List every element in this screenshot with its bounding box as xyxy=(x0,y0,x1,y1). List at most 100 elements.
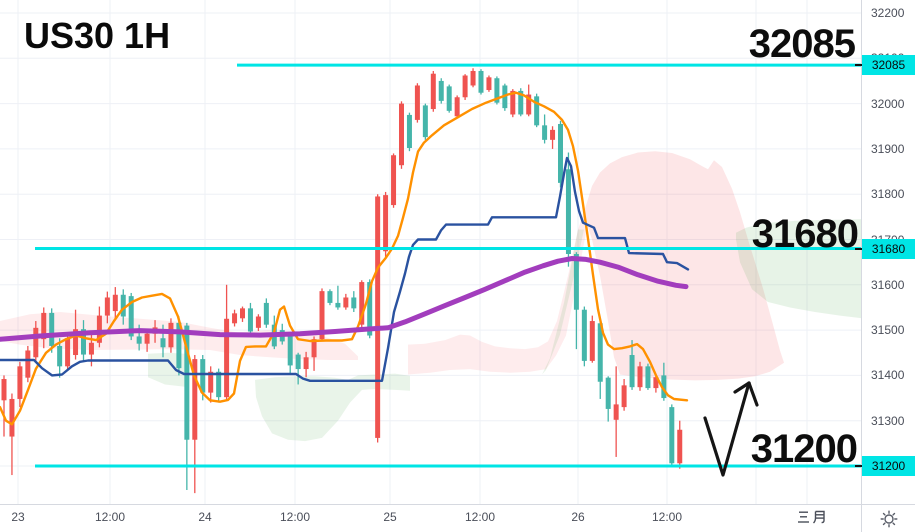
candle-down xyxy=(184,325,190,440)
candle-down xyxy=(295,354,301,370)
kijun-line xyxy=(0,156,690,382)
candle-down xyxy=(367,282,373,336)
candle-down xyxy=(422,105,428,138)
candle-up xyxy=(73,329,79,356)
price-axis[interactable]: 3220032100320003190031800317003160031500… xyxy=(855,0,915,532)
annotation-level-31680[interactable]: 31680 xyxy=(751,212,859,256)
candle-down xyxy=(629,355,635,388)
candle-up xyxy=(17,366,23,399)
candle-down xyxy=(160,338,166,348)
candle-down xyxy=(57,345,63,367)
candle-up xyxy=(677,429,683,464)
candle-up xyxy=(399,103,404,166)
candle-down xyxy=(49,312,55,346)
candle-up xyxy=(208,371,214,393)
candle-up xyxy=(33,327,39,358)
candle-down xyxy=(518,90,524,115)
candle-down xyxy=(558,123,563,183)
candle-up xyxy=(375,196,381,438)
candle-up xyxy=(96,315,102,343)
candle-down xyxy=(494,78,500,103)
candle-up xyxy=(240,308,245,319)
candle-down xyxy=(645,366,651,389)
annotation-support-31200[interactable]: 31200 xyxy=(750,427,858,471)
candle-up xyxy=(653,377,659,389)
candle-up xyxy=(414,85,420,120)
candle-down xyxy=(263,302,269,325)
candle-down xyxy=(128,296,134,337)
candle-up xyxy=(391,155,397,206)
candle-down xyxy=(573,253,579,310)
time-axis[interactable]: 23 12:00 24 12:00 25 12:00 26 12:00 xyxy=(0,504,862,532)
candle-up xyxy=(25,350,31,378)
candle-down xyxy=(597,323,603,382)
candle-down xyxy=(669,407,675,464)
symbol-title: US30 1H xyxy=(24,15,171,56)
candle-down xyxy=(542,125,548,140)
candle-up xyxy=(359,282,365,325)
candle-down xyxy=(605,377,611,409)
candle-up xyxy=(637,366,643,388)
candle-up xyxy=(613,404,619,420)
candle-up xyxy=(144,333,150,344)
candle-up xyxy=(88,342,94,355)
candle-up xyxy=(1,379,7,401)
candle-down xyxy=(327,291,333,303)
candle-up xyxy=(550,129,556,140)
candle-up xyxy=(192,359,198,440)
slow-ma-line xyxy=(0,256,689,342)
cloud-green-right xyxy=(736,219,862,319)
time-label-26: 26 xyxy=(571,510,585,524)
candle-up xyxy=(526,94,532,115)
candle-up xyxy=(41,312,47,340)
axis-settings-corner[interactable] xyxy=(861,504,915,532)
price-tick-31300: 31300 xyxy=(871,413,905,428)
candle-down xyxy=(247,308,253,332)
candle-up xyxy=(462,75,468,98)
price-tick-31900: 31900 xyxy=(871,141,905,156)
gear-icon[interactable] xyxy=(880,510,898,528)
candle-up xyxy=(255,316,261,328)
march-cjk-glyph xyxy=(798,510,825,524)
candle-down xyxy=(581,309,587,361)
price-tick-31600: 31600 xyxy=(871,277,905,292)
candle-down xyxy=(661,375,667,399)
candle-up xyxy=(303,357,309,370)
candle-down xyxy=(81,329,86,355)
candle-up xyxy=(112,294,118,312)
cloud-pink-mid xyxy=(408,208,586,375)
time-label-12:00: 12:00 xyxy=(651,510,683,524)
candle-down xyxy=(438,80,444,101)
price-tag-31680: 31680 xyxy=(855,238,915,259)
price-tag-31200: 31200 xyxy=(855,456,915,476)
candle-down xyxy=(406,114,412,148)
time-label-三月 xyxy=(777,510,847,527)
candle-up xyxy=(65,338,71,367)
candle-down xyxy=(120,294,126,317)
time-label-12:00: 12:00 xyxy=(94,510,126,524)
up-arrow-drawing[interactable] xyxy=(703,381,751,477)
candle-down xyxy=(565,169,571,254)
candle-up xyxy=(470,70,476,86)
candle-up xyxy=(383,195,389,252)
candle-up xyxy=(224,318,230,398)
up-arrow-head xyxy=(733,381,751,394)
annotation-resistance-32085[interactable]: 32085 xyxy=(748,22,856,66)
candle-down xyxy=(200,359,206,393)
candle-down xyxy=(176,322,182,369)
candle-up xyxy=(454,97,460,117)
candle-up xyxy=(486,77,492,91)
candle-down xyxy=(478,70,484,93)
candle-down xyxy=(335,302,341,308)
candle-down xyxy=(287,336,293,366)
candle-up xyxy=(430,73,436,110)
time-label-12:00: 12:00 xyxy=(279,510,311,524)
candle-up xyxy=(168,322,174,348)
candle-up xyxy=(104,297,110,316)
time-label-25: 25 xyxy=(383,510,397,524)
candle-up xyxy=(232,313,238,324)
candle-down xyxy=(351,297,357,309)
candle-up xyxy=(589,321,595,361)
